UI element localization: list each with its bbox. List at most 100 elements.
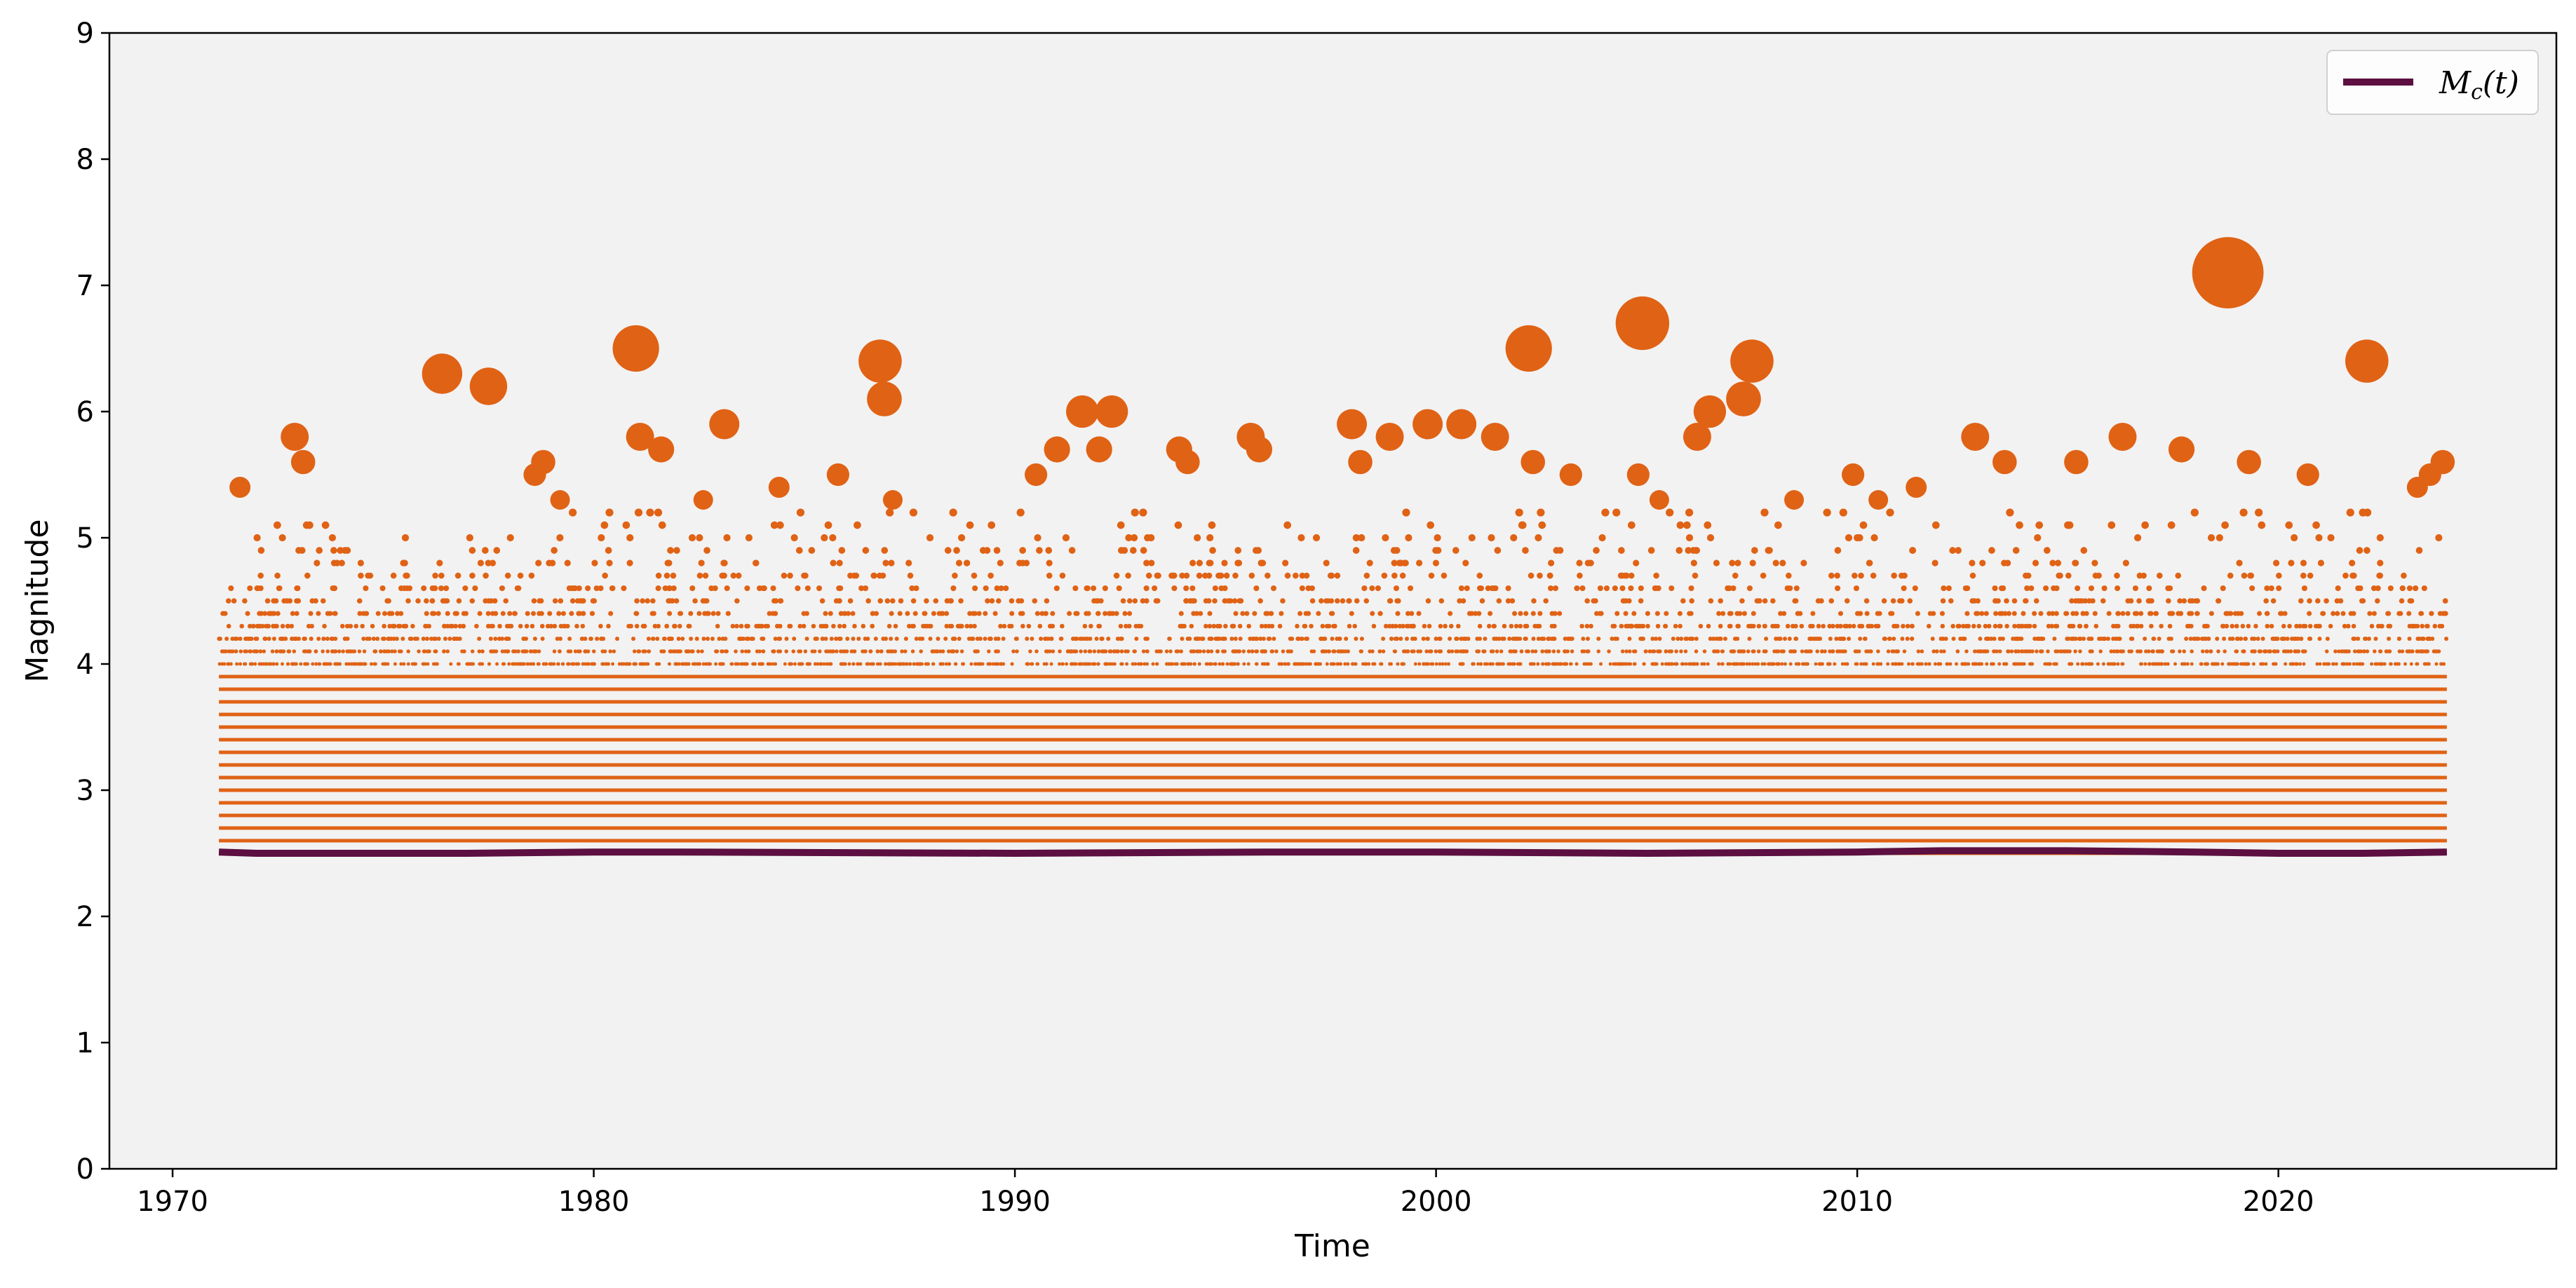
event-point-1350	[2425, 649, 2430, 653]
event-point-2480	[2203, 623, 2209, 629]
event-point-77	[2409, 662, 2413, 666]
event-point-2938	[2033, 598, 2039, 604]
event-point-2412	[1762, 623, 1767, 629]
event-point-3249	[2054, 585, 2060, 592]
event-point-2592	[1009, 623, 1014, 629]
event-point-2991	[429, 598, 436, 604]
event-point-1648	[2293, 649, 2297, 653]
event-point-2663	[485, 611, 491, 616]
event-point-714	[924, 662, 928, 666]
event-point-3386	[2351, 572, 2357, 579]
large-event-point-43	[2237, 449, 2261, 475]
event-point-1200	[2337, 649, 2341, 653]
event-point-572	[1589, 662, 1593, 666]
event-point-1508	[529, 649, 534, 653]
event-point-1388	[1336, 649, 1340, 653]
event-point-1402	[390, 649, 394, 653]
event-point-3441	[830, 560, 837, 567]
event-point-3041	[2100, 598, 2106, 604]
event-point-2116	[1290, 636, 1295, 642]
event-point-404	[639, 662, 643, 666]
event-point-1663	[1344, 636, 1349, 642]
event-point-2148	[579, 636, 584, 642]
event-point-2821	[1530, 611, 1536, 616]
event-point-546	[789, 662, 793, 666]
event-point-651	[1775, 662, 1779, 666]
event-point-2747	[430, 611, 436, 616]
event-point-3110	[1992, 598, 1998, 604]
event-point-3244	[1369, 585, 1375, 592]
event-point-528	[2284, 662, 2288, 666]
event-point-682	[574, 662, 579, 666]
event-point-3049	[2216, 598, 2222, 604]
event-point-2626	[1631, 611, 1637, 616]
event-point-2027	[1014, 636, 1019, 642]
event-point-265	[1859, 662, 1863, 666]
event-point-1860	[316, 636, 321, 642]
event-point-632	[753, 662, 757, 666]
large-event-point-42	[2168, 436, 2195, 463]
event-point-1496	[1164, 649, 1169, 653]
event-point-2544	[387, 623, 392, 629]
event-point-3222	[2421, 585, 2427, 592]
event-point-2500	[1842, 623, 1847, 629]
event-point-2146	[1552, 636, 1557, 642]
large-event-point-50	[550, 490, 570, 510]
event-point-3596	[1685, 534, 1694, 542]
event-point-2217	[831, 623, 836, 629]
event-point-3437	[330, 560, 338, 567]
event-point-2032	[1536, 636, 1541, 642]
event-point-3175	[1375, 585, 1381, 592]
event-point-1896	[1840, 636, 1845, 642]
event-point-3436	[836, 560, 843, 567]
event-point-3456	[1729, 560, 1736, 567]
large-event-point-58	[1906, 477, 1927, 498]
event-point-3586	[466, 534, 473, 542]
event-point-838	[1877, 662, 1881, 666]
event-point-737	[1924, 662, 1928, 666]
event-point-199	[217, 662, 222, 666]
event-point-3668	[2221, 521, 2229, 529]
event-point-3658	[1774, 521, 1782, 529]
event-point-2121	[1214, 636, 1219, 642]
event-point-1567	[586, 649, 591, 653]
event-point-1292	[231, 649, 235, 653]
event-point-1957	[1747, 636, 1752, 642]
event-point-834	[1078, 662, 1082, 666]
event-point-3361	[1196, 572, 1203, 579]
event-point-2208	[1259, 623, 1265, 629]
event-point-3626	[626, 534, 634, 542]
event-point-2748	[2011, 611, 2017, 616]
event-point-3059	[2145, 598, 2152, 604]
event-point-3459	[549, 560, 556, 567]
event-point-2453	[226, 623, 231, 629]
event-point-3183	[472, 585, 478, 592]
event-point-974	[357, 649, 362, 653]
event-point-2566	[1404, 623, 1410, 629]
event-point-2558	[1302, 623, 1308, 629]
event-point-1288	[1679, 649, 1683, 653]
event-point-1309	[1624, 649, 1628, 653]
event-point-875	[2214, 662, 2218, 666]
event-point-857	[2439, 662, 2443, 666]
event-point-3084	[1689, 598, 1695, 604]
event-point-2923	[1425, 598, 1431, 604]
event-point-206	[1720, 662, 1724, 666]
event-point-3350	[1292, 572, 1299, 579]
event-point-999	[1886, 649, 1891, 653]
event-point-2404	[1799, 623, 1805, 629]
event-point-2951	[692, 598, 698, 604]
event-point-3021	[1591, 598, 1597, 604]
event-point-3531	[1494, 547, 1502, 554]
event-point-799	[1553, 662, 1558, 666]
x-tick-label-1: 1980	[558, 1186, 630, 1218]
event-point-3264	[770, 585, 776, 592]
event-point-509	[1265, 662, 1269, 666]
event-point-1398	[2356, 649, 2361, 653]
event-point-2031	[2065, 636, 2070, 642]
event-point-2901	[634, 598, 640, 604]
event-point-3136	[1628, 585, 1634, 592]
event-point-27	[1814, 662, 1818, 666]
event-point-2459	[1037, 623, 1043, 629]
event-point-1270	[734, 649, 738, 653]
